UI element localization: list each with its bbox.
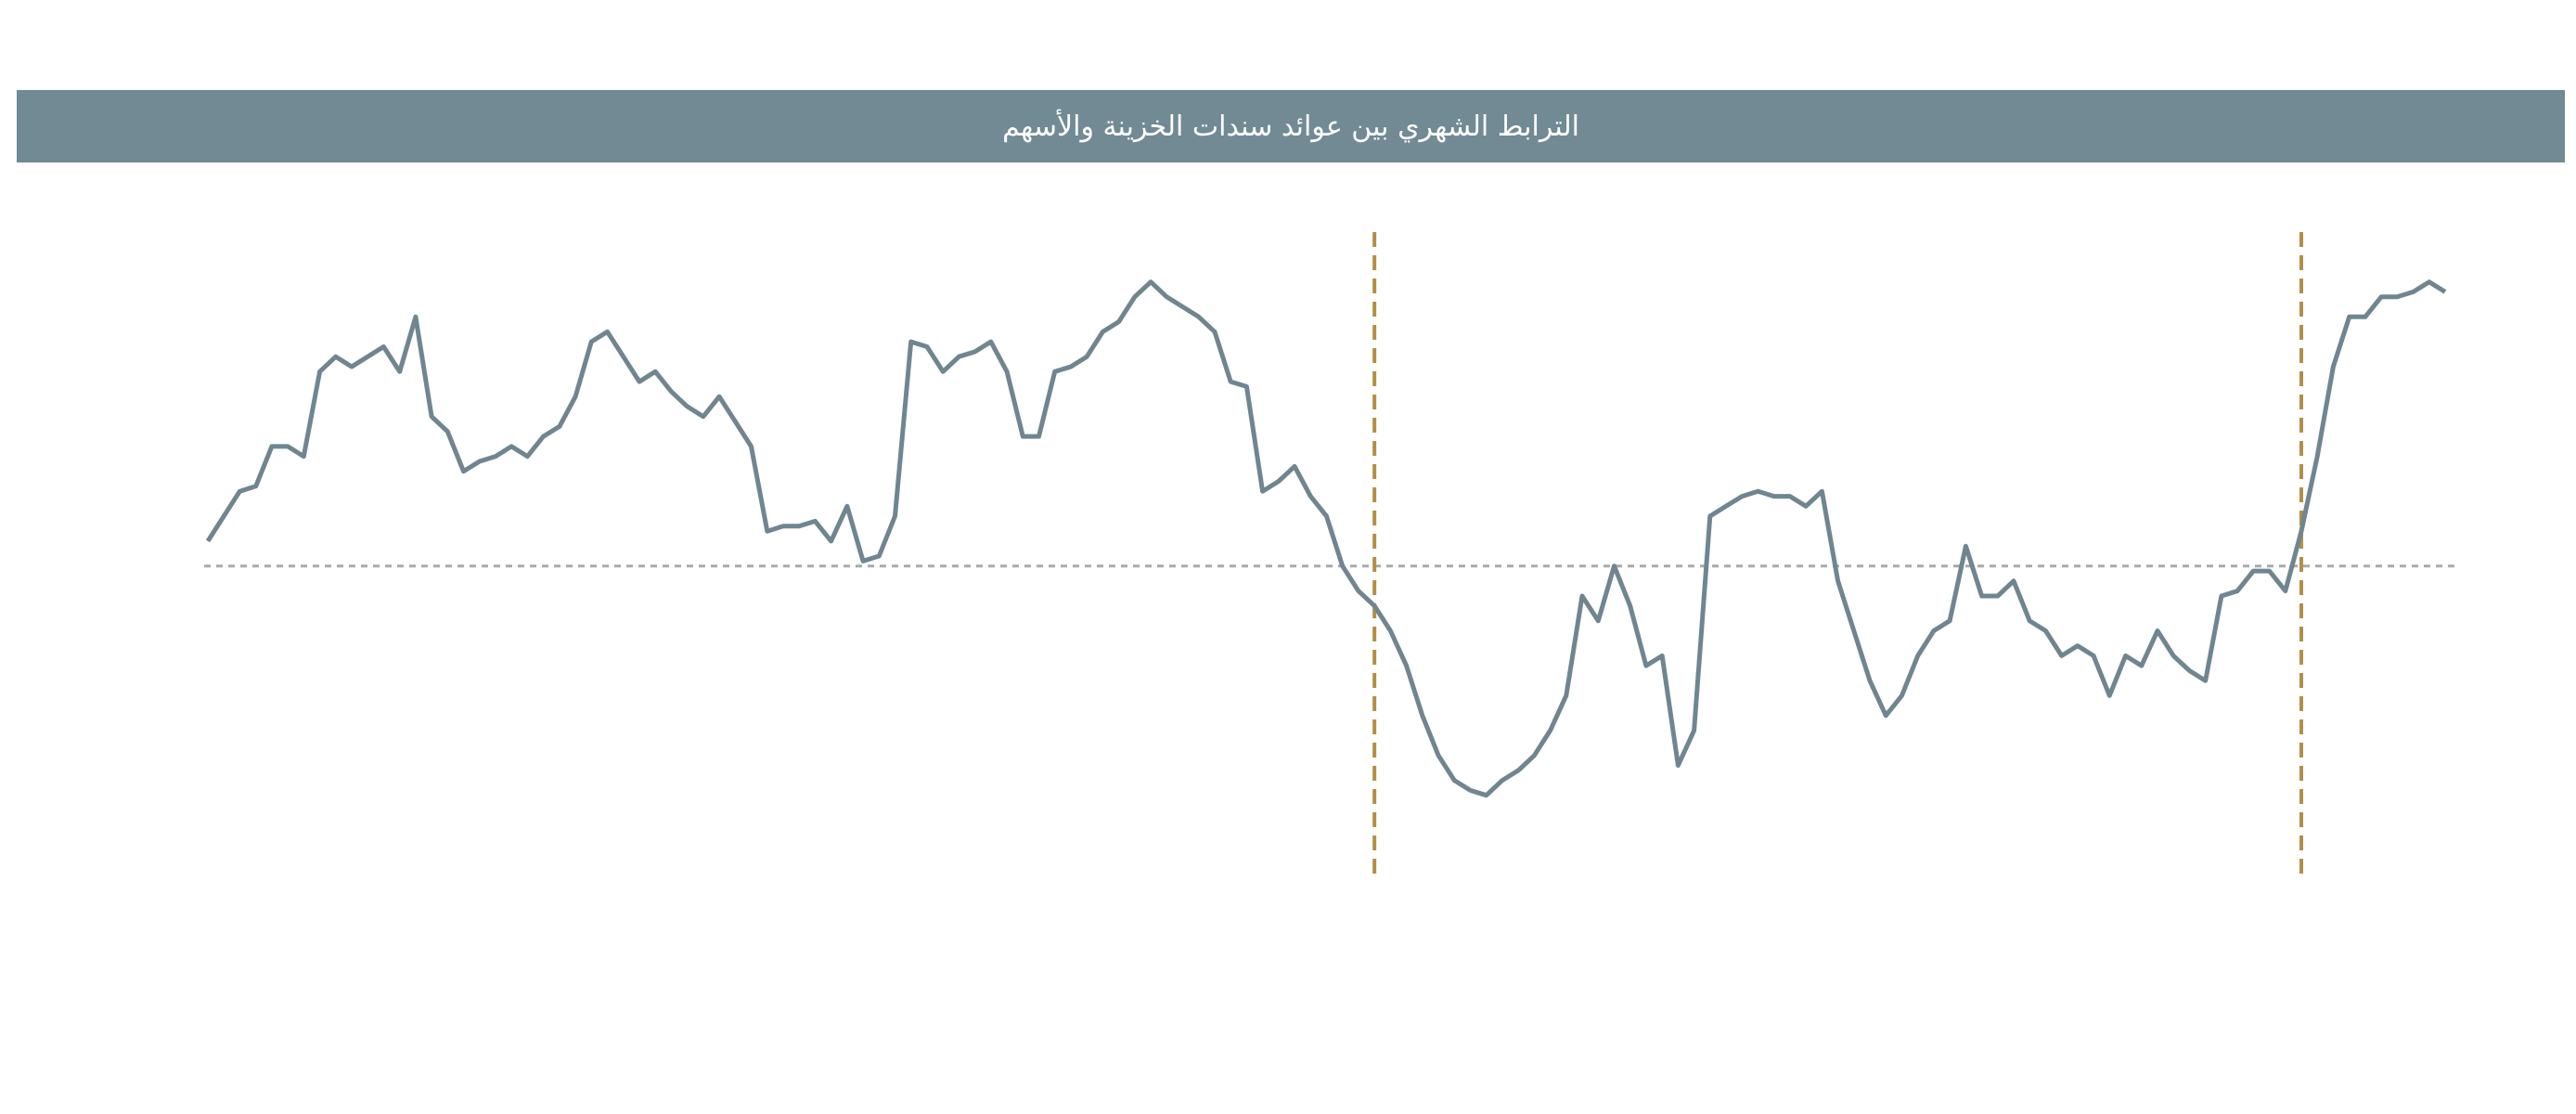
chart-title: الترابط الشهري بين عوائد سندات الخزينة و…: [17, 90, 2565, 162]
data-line: [205, 279, 2447, 798]
